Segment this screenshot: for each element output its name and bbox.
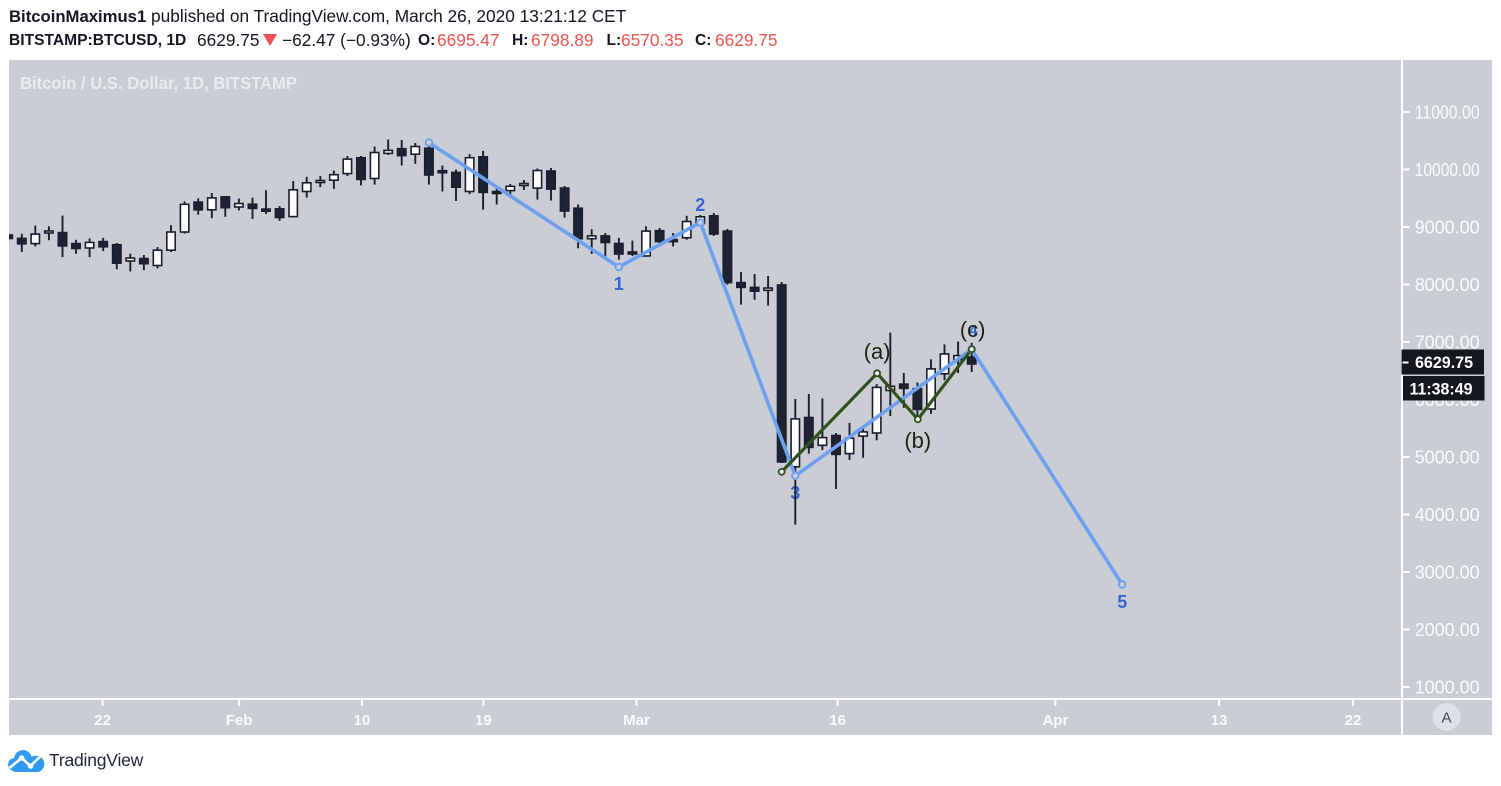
svg-text:4: 4 bbox=[969, 322, 978, 339]
svg-text:2000.00: 2000.00 bbox=[1415, 620, 1480, 640]
svg-text:A: A bbox=[1441, 710, 1451, 727]
svg-text:8000.00: 8000.00 bbox=[1415, 275, 1480, 295]
svg-text:10000.00: 10000.00 bbox=[1415, 160, 1480, 180]
svg-text:5: 5 bbox=[1117, 592, 1127, 612]
svg-text:11000.00: 11000.00 bbox=[1415, 103, 1480, 123]
svg-text:Feb: Feb bbox=[226, 712, 253, 729]
svg-text:3000.00: 3000.00 bbox=[1415, 563, 1480, 583]
svg-text:19: 19 bbox=[475, 712, 492, 729]
svg-text:11:38:49: 11:38:49 bbox=[1410, 380, 1473, 399]
svg-text:4000.00: 4000.00 bbox=[1415, 505, 1480, 525]
svg-text:6629.75: 6629.75 bbox=[1415, 353, 1473, 372]
svg-text:(c): (c) bbox=[960, 317, 986, 342]
svg-text:16: 16 bbox=[829, 712, 846, 729]
svg-text:7000.00: 7000.00 bbox=[1415, 333, 1480, 353]
svg-text:Mar: Mar bbox=[623, 712, 650, 729]
svg-text:10: 10 bbox=[354, 712, 371, 729]
svg-text:22: 22 bbox=[94, 712, 111, 729]
svg-text:Bitcoin / U.S. Dollar, 1D, BIT: Bitcoin / U.S. Dollar, 1D, BITSTAMP bbox=[20, 73, 297, 93]
svg-text:(b): (b) bbox=[904, 428, 931, 453]
svg-text:1: 1 bbox=[614, 274, 624, 294]
svg-text:Apr: Apr bbox=[1042, 712, 1068, 729]
svg-text:5000.00: 5000.00 bbox=[1415, 448, 1480, 468]
svg-text:2: 2 bbox=[695, 195, 705, 215]
svg-text:(a): (a) bbox=[864, 339, 891, 364]
svg-text:13: 13 bbox=[1211, 712, 1228, 729]
svg-text:22: 22 bbox=[1345, 712, 1362, 729]
svg-text:1000.00: 1000.00 bbox=[1415, 678, 1480, 698]
svg-text:9000.00: 9000.00 bbox=[1415, 218, 1480, 238]
